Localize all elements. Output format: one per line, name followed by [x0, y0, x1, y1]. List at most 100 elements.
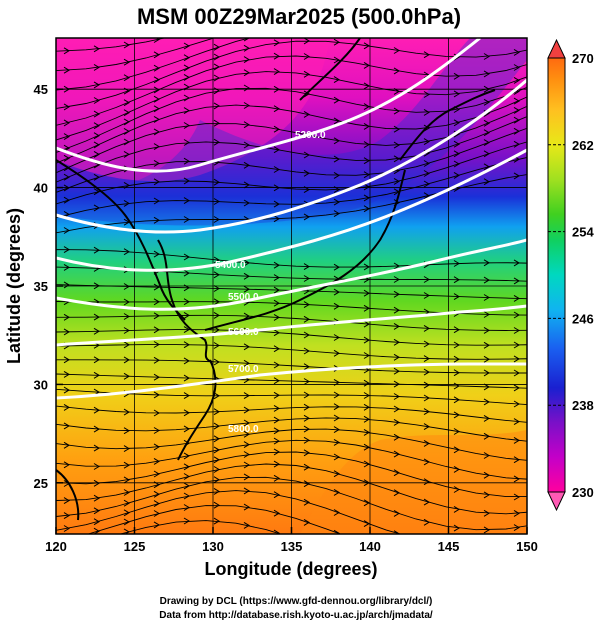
streamline: [56, 38, 167, 52]
wind-arrow: [513, 106, 520, 114]
wind-arrow: [243, 343, 250, 351]
wind-arrow: [243, 102, 250, 109]
wind-arrow: [393, 380, 400, 388]
wind-arrow: [183, 83, 190, 91]
wind-arrow: [93, 150, 100, 158]
wind-arrow: [93, 173, 100, 181]
wind-arrow: [483, 139, 490, 147]
wind-arrow: [213, 285, 220, 292]
wind-arrow: [453, 446, 460, 454]
wind-arrow: [93, 63, 100, 71]
wind-arrow: [303, 403, 310, 411]
wind-arrow: [483, 178, 490, 186]
wind-arrow: [93, 507, 100, 515]
wind-arrow: [213, 298, 220, 306]
wind-arrow: [213, 311, 220, 319]
wind-arrow: [363, 141, 370, 149]
wind-arrow: [93, 81, 100, 89]
streamline: [56, 451, 527, 498]
wind-arrow: [93, 327, 100, 335]
wind-arrow: [183, 409, 190, 417]
wind-arrow: [183, 197, 190, 205]
wind-arrow: [183, 122, 190, 129]
wind-arrow: [363, 499, 370, 507]
wind-arrow: [153, 159, 160, 167]
wind-arrow: [93, 282, 100, 290]
wind-arrow: [303, 186, 310, 194]
wind-arrow: [123, 150, 130, 158]
streamline: [56, 373, 527, 389]
wind-arrow: [513, 76, 520, 84]
wind-arrow: [393, 509, 400, 517]
y-tick-label: 45: [34, 82, 48, 97]
wind-arrow: [273, 529, 280, 534]
streamline: [56, 476, 527, 531]
contour-5600: [56, 238, 527, 311]
wind-arrow: [393, 433, 400, 441]
wind-arrow: [483, 98, 490, 106]
wind-arrow: [153, 427, 160, 434]
wind-arrow: [423, 394, 430, 402]
y-axis-ticks: 25 30 35 40 45: [34, 82, 63, 491]
wind-arrow: [393, 367, 400, 375]
wind-arrow: [273, 286, 280, 294]
wind-arrow: [333, 137, 340, 145]
wind-arrow: [303, 425, 310, 433]
wind-arrow: [153, 128, 160, 136]
wind-arrow: [303, 315, 310, 323]
wind-arrow: [153, 490, 160, 498]
wind-arrow: [183, 139, 190, 146]
wind-arrow: [453, 382, 460, 390]
wind-arrow: [333, 349, 340, 357]
wind-arrow: [423, 180, 430, 188]
wind-arrow: [63, 281, 70, 289]
wind-arrow: [153, 115, 160, 123]
wind-arrow: [423, 51, 430, 59]
wind-arrow: [213, 435, 220, 443]
wind-arrow: [183, 392, 190, 400]
wind-arrow: [243, 487, 250, 495]
wind-arrow: [303, 110, 310, 118]
credit-data: Data from http://database.rish.kyoto-u.a…: [159, 610, 433, 621]
wind-arrow: [93, 444, 100, 452]
wind-arrow: [243, 461, 250, 469]
page-title: MSM 00Z29Mar2025 (500.0hPa): [137, 4, 461, 29]
wind-arrow: [273, 261, 280, 269]
contour-label-5800: 5800.0: [228, 424, 259, 435]
wind-arrow: [453, 276, 460, 284]
wind-arrow: [303, 38, 310, 45]
wind-arrow: [513, 140, 520, 148]
wind-arrow: [63, 227, 70, 234]
coastline-korea: [157, 239, 213, 363]
wind-arrow: [63, 497, 70, 505]
wind-arrow: [153, 356, 160, 364]
wind-arrow: [273, 184, 280, 192]
wind-arrow: [123, 408, 130, 416]
wind-arrow: [93, 527, 100, 534]
wind-arrow: [123, 248, 130, 256]
wind-arrow: [333, 171, 340, 179]
coastline-asia: [56, 159, 186, 321]
wind-arrow: [333, 155, 340, 163]
wind-arrow: [453, 119, 460, 127]
wind-arrow: [153, 443, 160, 451]
wind-arrow: [243, 199, 250, 207]
x-axis-ticks: 120 125 130 135 140 145 150: [45, 527, 538, 554]
wind-arrow: [213, 476, 220, 484]
wind-arrow: [453, 411, 460, 419]
wind-arrow: [153, 95, 160, 103]
wind-arrow: [303, 331, 310, 339]
wind-arrow: [183, 157, 190, 165]
wind-arrow: [123, 118, 130, 126]
wind-arrow: [123, 58, 130, 66]
wind-arrow: [93, 122, 100, 130]
wind-arrow: [303, 363, 310, 371]
wind-arrow: [393, 393, 400, 400]
wind-arrow: [453, 90, 460, 98]
wind-arrow: [213, 408, 220, 416]
wind-arrow: [273, 491, 280, 499]
wind-arrow: [333, 426, 340, 434]
wind-arrow: [393, 322, 400, 330]
wind-arrow: [123, 427, 130, 435]
wind-arrow: [243, 161, 250, 169]
